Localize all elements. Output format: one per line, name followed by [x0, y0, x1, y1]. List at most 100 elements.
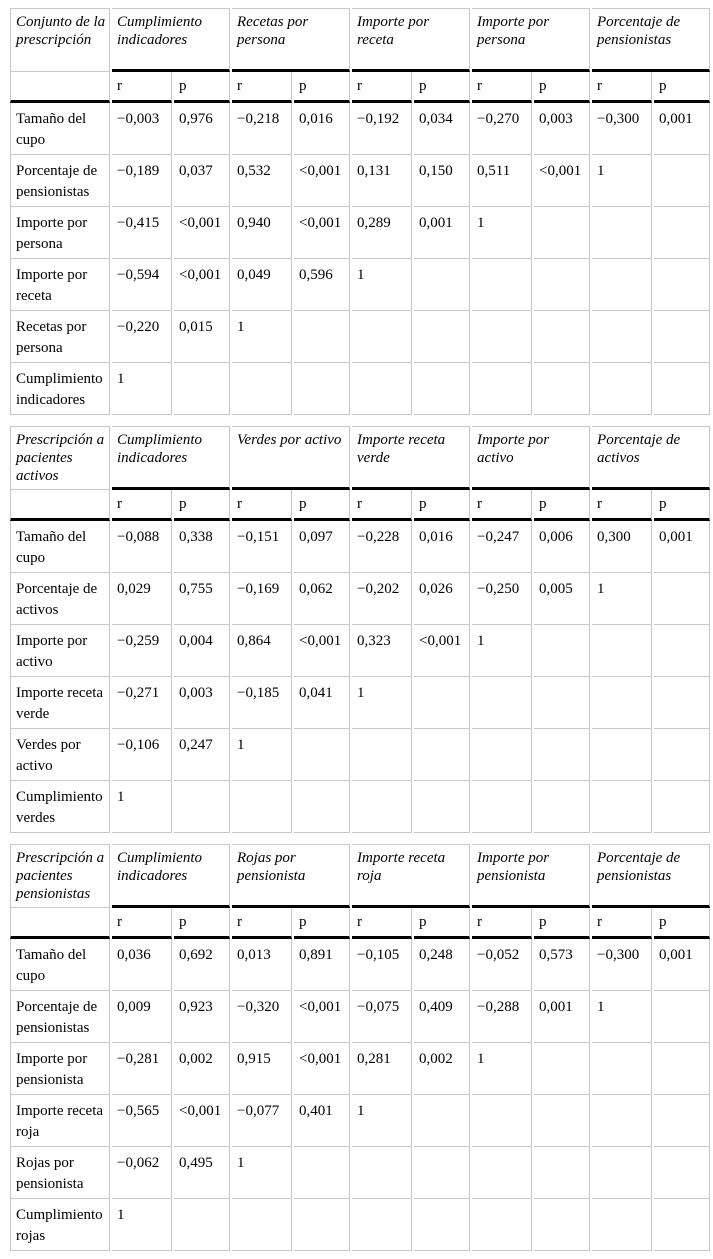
cell-value: [592, 677, 653, 729]
cell-value: −0,300: [592, 939, 653, 991]
row-label: Importe por receta: [10, 259, 110, 311]
cell-value: [472, 259, 532, 311]
table-row: Importe por persona −0,415 <0,001 0,940 <0,0…: [10, 207, 711, 259]
cell-value: [472, 677, 533, 729]
row-label: Porcentaje de pensionistas: [10, 991, 110, 1043]
cell-value: [592, 207, 653, 259]
subheader-r: r: [472, 490, 533, 521]
table-corner-label: Prescripción a pacientes pensionistas: [10, 844, 110, 908]
column-group-header: Importe por receta: [352, 8, 470, 72]
row-label: Cumplimiento verdes: [10, 781, 110, 833]
cell-value: 0,247: [174, 729, 230, 781]
table-row: Cumplimiento rojas 1: [10, 1199, 711, 1251]
cell-value: [592, 1147, 653, 1199]
cell-value: [654, 207, 711, 259]
cell-value: [472, 311, 532, 363]
cell-value: 1: [352, 259, 412, 311]
column-group-header: Importe receta verde: [352, 426, 471, 490]
cell-value: −0,169: [232, 573, 292, 625]
row-label: Importe receta roja: [10, 1095, 110, 1147]
cell-value: 1: [112, 781, 172, 833]
cell-value: [534, 677, 591, 729]
subheader-r: r: [112, 72, 172, 103]
cell-value: [352, 363, 412, 415]
cell-value: [294, 311, 350, 363]
cell-value: [654, 1095, 711, 1147]
cell-value: −0,220: [112, 311, 172, 363]
cell-value: 0,596: [294, 259, 350, 311]
cell-value: <0,001: [294, 1043, 350, 1095]
cell-value: [654, 781, 711, 833]
cell-value: 1: [592, 991, 653, 1043]
subheader-r: r: [472, 72, 532, 103]
cell-value: −0,003: [112, 103, 172, 155]
cell-value: 1: [112, 363, 172, 415]
cell-value: [294, 1199, 350, 1251]
table-row: Importe por activo −0,259 0,004 0,864 <0,001…: [10, 625, 711, 677]
corner-blank-cell: [10, 908, 110, 939]
subheader-p: p: [654, 72, 711, 103]
cell-value: [592, 311, 653, 363]
cell-value: 0,016: [414, 521, 471, 573]
cell-value: 0,006: [534, 521, 591, 573]
cell-value: −0,185: [232, 677, 292, 729]
cell-value: [654, 259, 711, 311]
subheader-p: p: [174, 490, 230, 521]
cell-value: [534, 259, 591, 311]
cell-value: 0,281: [352, 1043, 412, 1095]
column-group-header: Importe por persona: [472, 8, 591, 72]
cell-value: [414, 1199, 470, 1251]
table-row: Importe receta roja −0,565 <0,001 −0,077 0,4…: [10, 1095, 711, 1147]
cell-value: [592, 1199, 653, 1251]
cell-value: <0,001: [534, 155, 591, 207]
cell-value: 1: [472, 207, 532, 259]
cell-value: 0,495: [174, 1147, 230, 1199]
cell-value: −0,415: [112, 207, 172, 259]
table-row: Verdes por activo −0,106 0,247 1: [10, 729, 711, 781]
document-page: Conjunto de la prescripción Cumplimiento …: [8, 8, 712, 1251]
cell-value: 0,003: [534, 103, 591, 155]
row-label: Porcentaje de pensionistas: [10, 155, 110, 207]
subheader-p: p: [174, 72, 230, 103]
cell-value: <0,001: [174, 207, 230, 259]
row-label: Verdes por activo: [10, 729, 110, 781]
cell-value: [414, 311, 470, 363]
cell-value: [534, 1147, 591, 1199]
table-row: Recetas por persona −0,220 0,015 1: [10, 311, 711, 363]
subheader-p: p: [294, 72, 350, 103]
cell-value: [472, 363, 532, 415]
row-label: Cumplimiento rojas: [10, 1199, 110, 1251]
cell-value: [654, 1147, 711, 1199]
cell-value: [534, 625, 591, 677]
cell-value: 0,150: [414, 155, 470, 207]
subheader-r: r: [352, 490, 413, 521]
cell-value: 0,923: [174, 991, 230, 1043]
cell-value: [174, 1199, 230, 1251]
cell-value: −0,228: [352, 521, 413, 573]
table-row: Porcentaje de activos 0,029 0,755 −0,169 0,0…: [10, 573, 711, 625]
cell-value: −0,151: [232, 521, 292, 573]
cell-value: 0,036: [112, 939, 172, 991]
cell-value: 0,001: [534, 991, 591, 1043]
cell-value: [232, 1199, 292, 1251]
cell-value: [414, 677, 471, 729]
subheader-p: p: [534, 490, 591, 521]
cell-value: −0,088: [112, 521, 172, 573]
cell-value: 0,300: [592, 521, 653, 573]
cell-value: 1: [352, 1095, 412, 1147]
subheader-r: r: [592, 908, 653, 939]
column-group-header: Recetas por persona: [232, 8, 350, 72]
row-label: Importe por persona: [10, 207, 110, 259]
subheader-p: p: [654, 490, 711, 521]
cell-value: [472, 729, 533, 781]
subheader-r: r: [112, 908, 172, 939]
subheader-r: r: [472, 908, 532, 939]
cell-value: [472, 1147, 532, 1199]
cell-value: −0,106: [112, 729, 172, 781]
correlation-table-1: Conjunto de la prescripción Cumplimiento …: [8, 8, 712, 415]
cell-value: −0,270: [472, 103, 532, 155]
row-label: Importe receta verde: [10, 677, 110, 729]
cell-value: −0,565: [112, 1095, 172, 1147]
column-group-header: Rojas por pensionista: [232, 844, 350, 908]
cell-value: 0,037: [174, 155, 230, 207]
